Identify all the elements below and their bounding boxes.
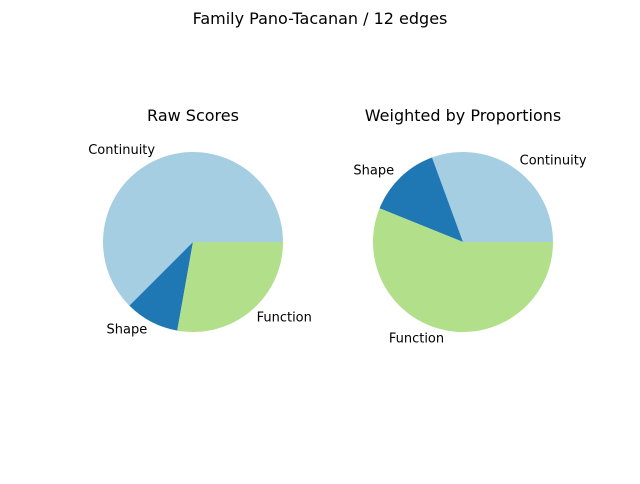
pie-label-function: Function <box>389 332 444 347</box>
pie-slice-shape <box>129 242 193 331</box>
pie-label-shape: Shape <box>353 163 394 178</box>
pie-chart-raw-scores: Raw Scores Continuity Shape Function <box>88 106 312 337</box>
pie-slice-function <box>373 208 553 332</box>
pie-slices-weighted <box>373 151 553 332</box>
pie-title-raw-scores: Raw Scores <box>147 106 239 125</box>
pie-label-shape: Shape <box>107 322 148 337</box>
pie-labels-weighted: Continuity Shape Function <box>353 153 586 346</box>
pie-chart-weighted: Weighted by Proportions Continuity Shape F… <box>353 106 586 347</box>
pie-label-continuity: Continuity <box>88 143 155 158</box>
pie-slice-function <box>177 242 283 332</box>
pie-slice-shape <box>379 157 463 242</box>
pie-title-weighted: Weighted by Proportions <box>365 106 561 125</box>
figure-title: Family Pano-Tacanan / 12 edges <box>193 9 448 28</box>
pie-slice-continuity <box>103 152 283 306</box>
pie-label-continuity: Continuity <box>520 153 587 168</box>
pie-slice-continuity <box>431 151 553 242</box>
pie-label-function: Function <box>257 310 312 325</box>
pie-labels-raw-scores: Continuity Shape Function <box>88 143 312 337</box>
pie-slices-raw-scores <box>103 152 283 332</box>
